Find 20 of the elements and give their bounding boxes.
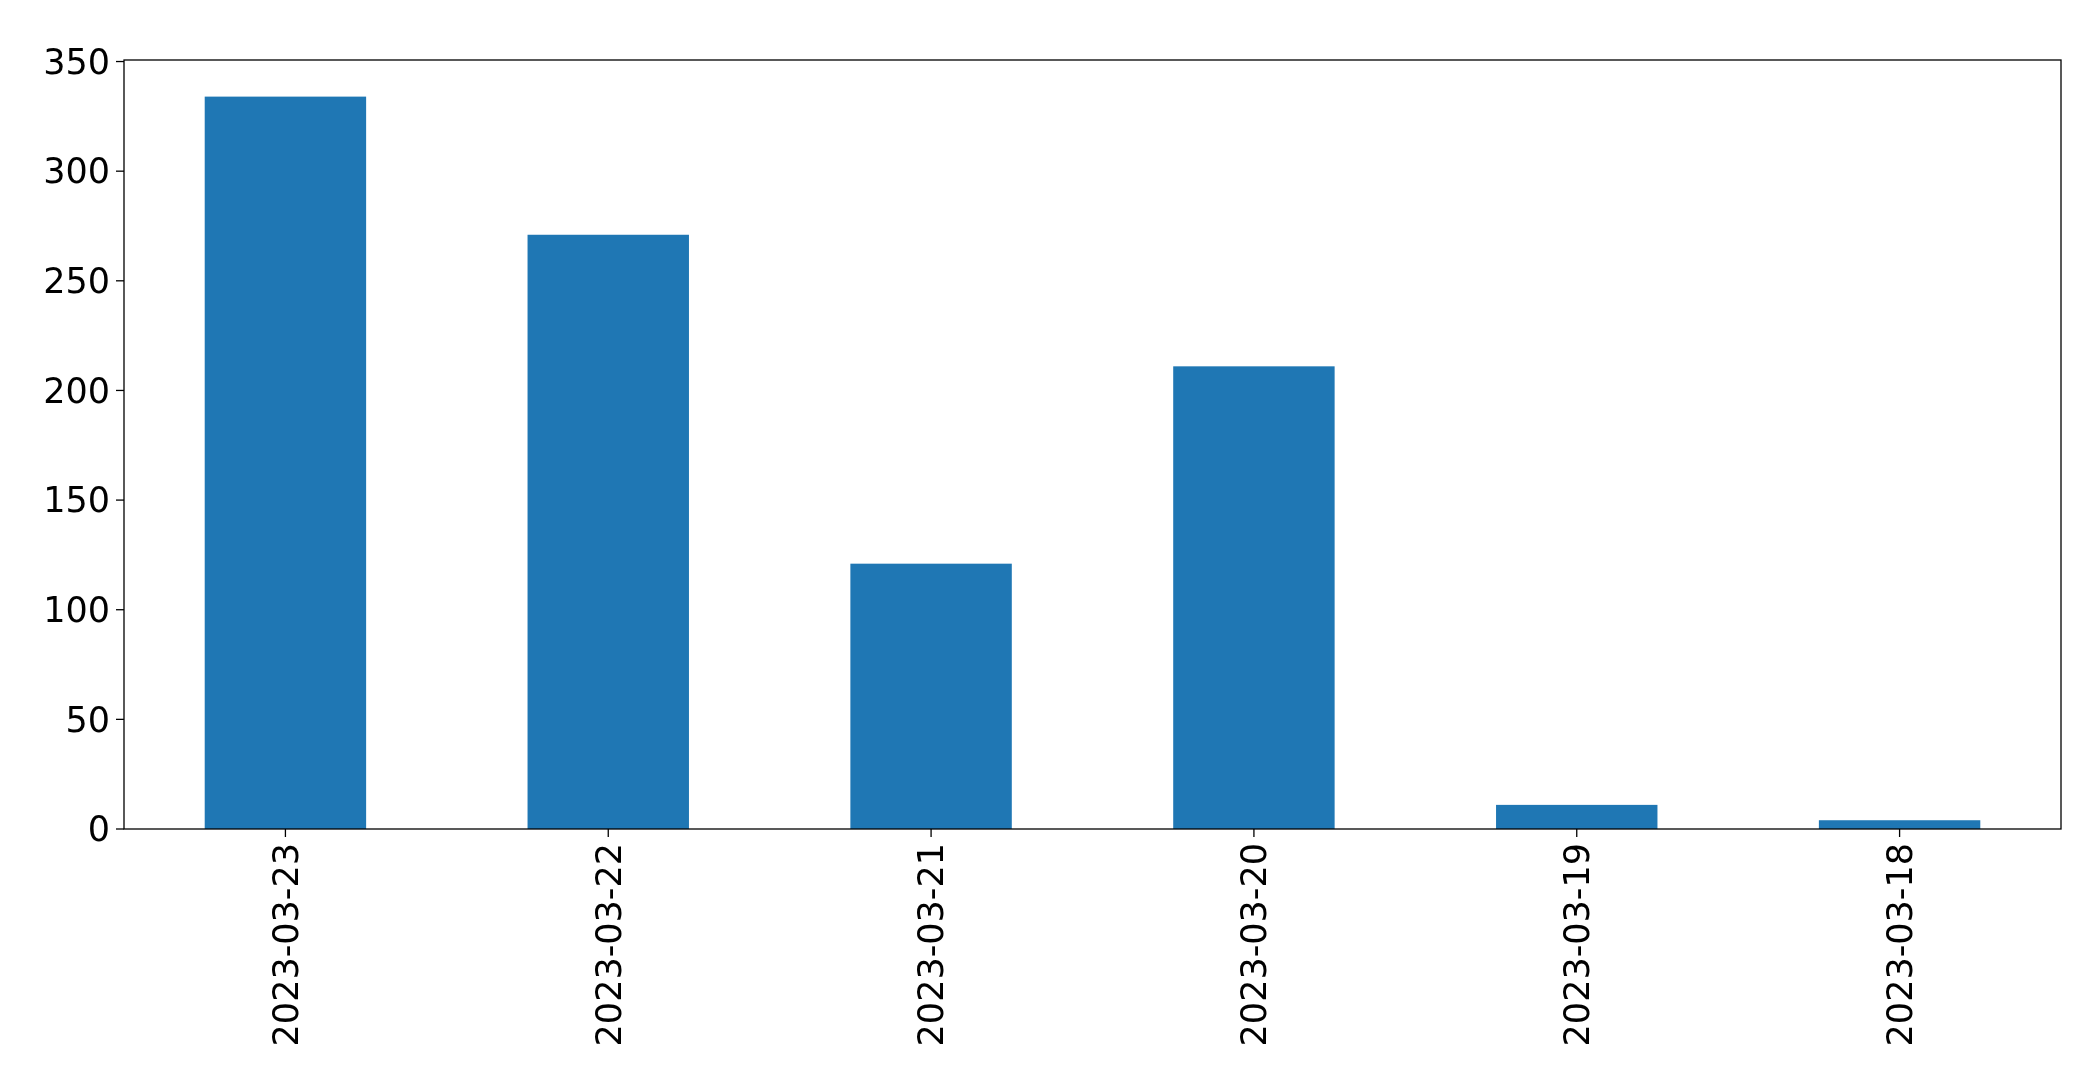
- y-tick-label: 50: [65, 699, 110, 740]
- bar: [1496, 804, 1658, 829]
- y-tick-label: 250: [43, 261, 110, 302]
- y-tick-label: 100: [43, 589, 110, 630]
- x-tick-label: 2023-03-18: [1879, 843, 1920, 1047]
- y-tick-label: 200: [43, 370, 110, 411]
- y-tick-label: 300: [43, 151, 110, 192]
- x-tick-label: 2023-03-19: [1557, 843, 1597, 1047]
- x-tick-label: 2023-03-21: [911, 843, 952, 1047]
- bar: [850, 563, 1012, 829]
- x-tick-label: 2023-03-20: [1234, 843, 1275, 1047]
- y-tick-label: 150: [43, 480, 110, 521]
- bar: [1173, 366, 1335, 829]
- bar: [1818, 820, 1981, 829]
- y-tick-label: 0: [87, 809, 110, 850]
- bar: [527, 234, 689, 829]
- x-tick-label: 2023-03-23: [265, 843, 306, 1047]
- y-tick-label: 350: [43, 41, 110, 82]
- x-tick-label: 2023-03-22: [588, 843, 629, 1047]
- bar: [204, 96, 367, 829]
